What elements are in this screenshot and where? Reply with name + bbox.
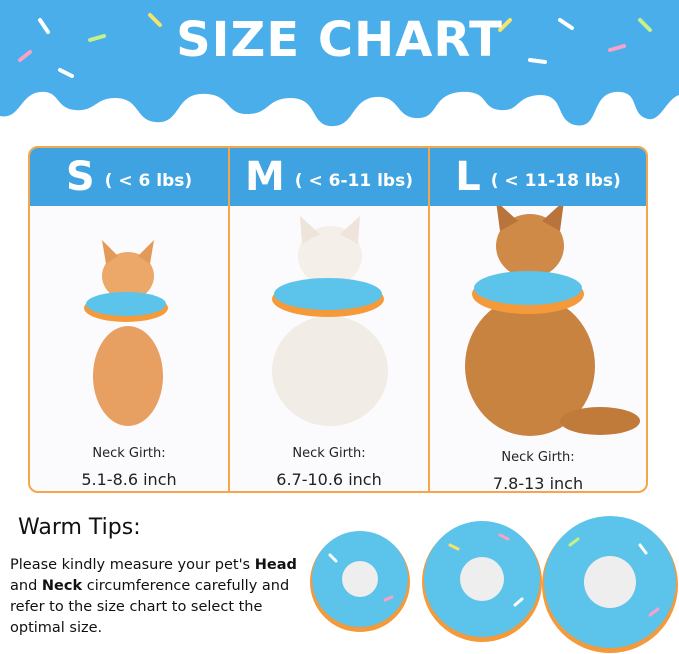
size-column-l: Neck Girth: 7.8-13 inch xyxy=(430,206,646,491)
donut-collars-image xyxy=(310,516,678,653)
size-letter: L xyxy=(455,154,481,200)
neck-girth-label: Neck Girth: xyxy=(292,446,366,461)
tips-text-part: circumference carefully and refer to the… xyxy=(10,578,290,636)
tips-title: Warm Tips: xyxy=(18,515,141,540)
page-title: SIZE CHART xyxy=(176,12,503,68)
size-table: S ( < 6 lbs) M ( < 6-11 lbs) L ( < 11-18 lb… xyxy=(28,146,648,493)
neck-girth-label: Neck Girth: xyxy=(92,446,166,461)
tips-text-part: and xyxy=(10,578,42,594)
neck-girth-value: 5.1-8.6 inch xyxy=(81,470,177,489)
neck-girth-label: Neck Girth: xyxy=(501,450,575,465)
weight-range: ( < 11-18 lbs) xyxy=(490,171,621,191)
neck-girth-value: 6.7-10.6 inch xyxy=(276,470,382,489)
neck-girth-value: 7.8-13 inch xyxy=(492,474,584,493)
size-header-s: S ( < 6 lbs) xyxy=(30,148,228,206)
size-header-m: M ( < 6-11 lbs) xyxy=(230,148,428,206)
size-header-l: L ( < 11-18 lbs) xyxy=(430,148,646,206)
cat-medium-image xyxy=(272,216,388,426)
banner-drip xyxy=(0,0,679,127)
donut-medium xyxy=(422,521,542,642)
size-letter: S xyxy=(65,154,95,200)
size-column-m: Neck Girth: 6.7-10.6 inch xyxy=(230,206,428,491)
tips-text-part: Please kindly measure your pet's xyxy=(10,557,255,573)
weight-range: ( < 6 lbs) xyxy=(104,171,193,191)
cat-large-image xyxy=(465,206,640,436)
tips-text: Please kindly measure your pet's Head an… xyxy=(10,555,320,639)
donut-small xyxy=(310,531,410,632)
size-column-s: Neck Girth: 5.1-8.6 inch xyxy=(30,206,228,491)
weight-range: ( < 6-11 lbs) xyxy=(294,171,413,191)
tips-bold-head: Head xyxy=(254,557,297,573)
tips-bold-neck: Neck xyxy=(41,578,83,594)
cat-small-image xyxy=(84,240,168,426)
size-letter: M xyxy=(244,154,285,200)
donut-large xyxy=(542,516,678,653)
